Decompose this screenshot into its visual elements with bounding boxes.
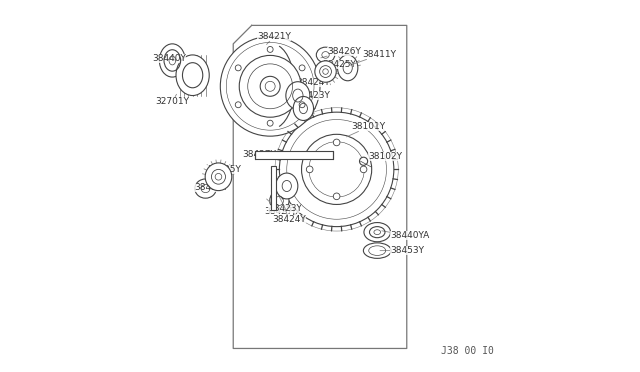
Circle shape	[299, 102, 305, 108]
Ellipse shape	[293, 96, 314, 121]
Ellipse shape	[364, 243, 391, 259]
Circle shape	[333, 193, 340, 200]
Bar	[271, 166, 276, 210]
Circle shape	[307, 166, 313, 173]
Circle shape	[239, 55, 301, 117]
Text: 38425Y: 38425Y	[207, 165, 241, 175]
Text: 38426Y: 38426Y	[195, 183, 228, 192]
Circle shape	[268, 120, 273, 126]
Text: 32701Y: 32701Y	[156, 94, 189, 106]
Text: 38424Y: 38424Y	[287, 78, 330, 89]
Text: 38427J: 38427J	[264, 199, 296, 217]
Text: 38440Y: 38440Y	[152, 54, 186, 63]
Ellipse shape	[176, 55, 209, 96]
Text: 38426Y: 38426Y	[321, 47, 361, 58]
Circle shape	[220, 36, 320, 136]
Ellipse shape	[337, 55, 358, 81]
Circle shape	[268, 46, 273, 52]
Text: 38423Y: 38423Y	[268, 196, 302, 213]
Text: 38423Y: 38423Y	[289, 91, 330, 106]
Ellipse shape	[315, 61, 336, 82]
Circle shape	[333, 139, 340, 146]
Text: 38102Y: 38102Y	[362, 152, 402, 161]
Ellipse shape	[195, 179, 216, 198]
Text: 38453Y: 38453Y	[380, 246, 424, 255]
Bar	[255, 151, 333, 159]
Circle shape	[360, 157, 367, 165]
Circle shape	[236, 65, 241, 71]
Text: 38427Y: 38427Y	[243, 150, 276, 159]
Ellipse shape	[205, 163, 232, 190]
Circle shape	[280, 112, 394, 227]
Text: 38425Y: 38425Y	[319, 60, 356, 71]
Text: 38421Y: 38421Y	[257, 32, 291, 44]
Ellipse shape	[316, 47, 335, 62]
Text: 38411Y: 38411Y	[350, 51, 396, 65]
Text: 38101Y: 38101Y	[346, 122, 385, 137]
Circle shape	[299, 65, 305, 71]
Ellipse shape	[364, 222, 390, 242]
Text: J38 00 I0: J38 00 I0	[441, 346, 493, 356]
Ellipse shape	[159, 44, 185, 77]
Circle shape	[236, 102, 241, 108]
Text: 38440YA: 38440YA	[382, 231, 429, 240]
Circle shape	[360, 166, 367, 173]
Text: 38424Y: 38424Y	[272, 205, 306, 224]
Ellipse shape	[286, 82, 310, 109]
Ellipse shape	[270, 190, 289, 211]
Ellipse shape	[276, 173, 298, 199]
